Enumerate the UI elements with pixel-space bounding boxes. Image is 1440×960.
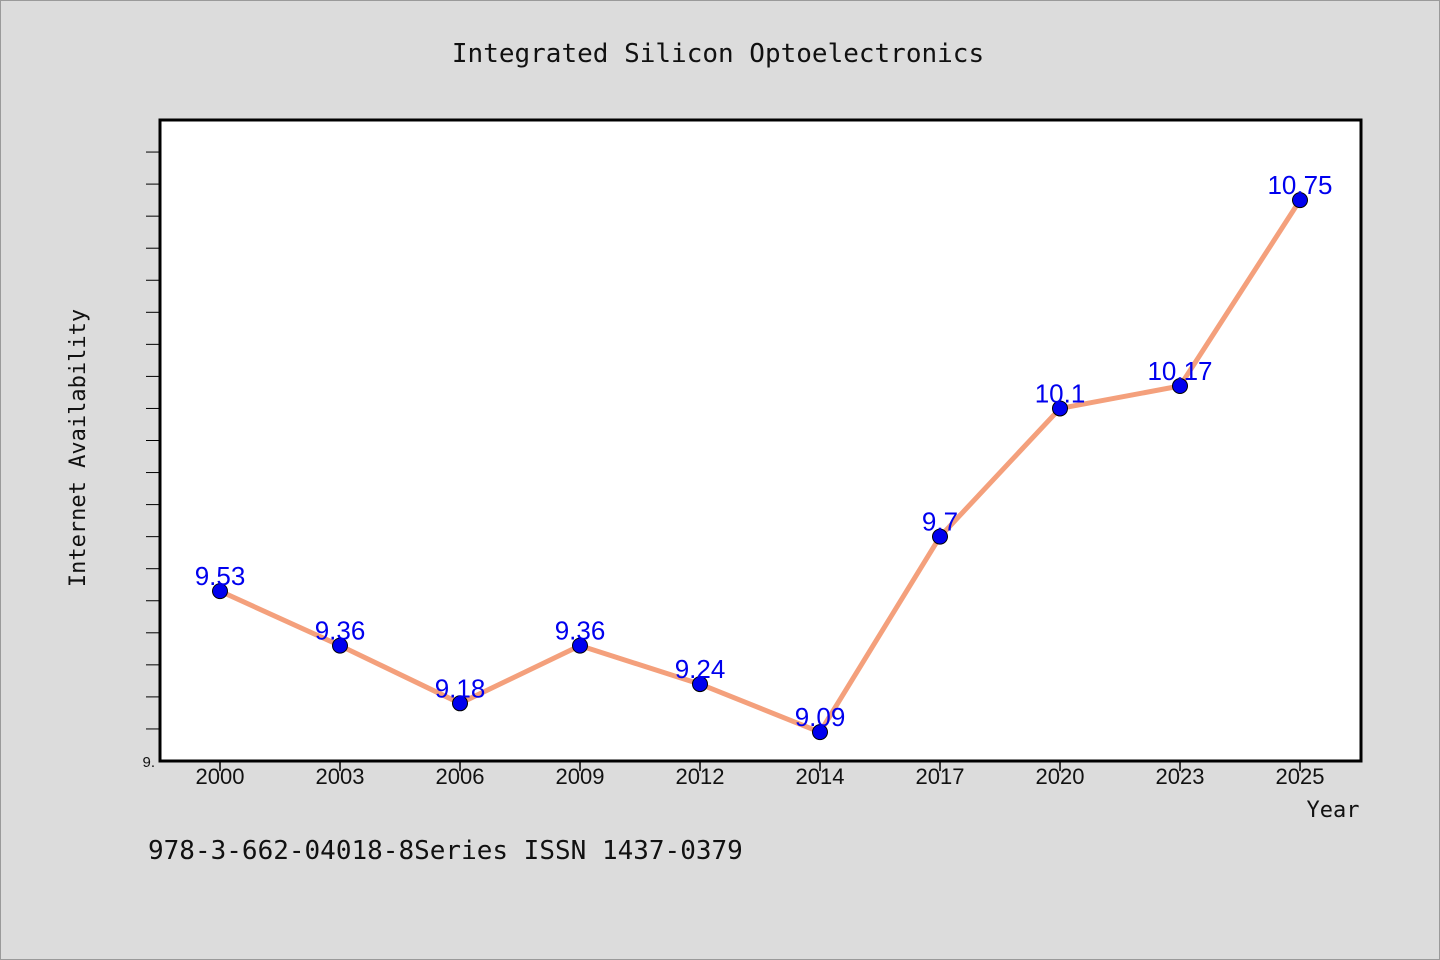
x-tick-label: 2025: [1276, 764, 1325, 789]
data-labels: 9.53 9.36 9.18 9.36 9.24 9.09 9.7 10.1 10.17 10.7…: [195, 170, 1333, 732]
data-points: [212, 192, 1308, 741]
data-point: [1292, 192, 1308, 209]
data-point: [932, 528, 948, 545]
x-tick-label: 2009: [556, 764, 605, 789]
data-label: 10.75: [1267, 170, 1332, 200]
y-tick-label: 9.: [142, 754, 155, 771]
footnote-text: 978-3-662-04018-8Series ISSN 1437-0379: [148, 836, 743, 866]
plot-area: [160, 120, 1361, 761]
data-point: [812, 724, 828, 741]
x-tick-label: 2023: [1156, 764, 1205, 789]
x-tick-label: 2003: [316, 764, 365, 789]
data-label: 9.24: [675, 654, 726, 684]
chart-title: Integrated Silicon Optoelectronics: [452, 39, 984, 69]
data-point: [1172, 378, 1188, 395]
x-axis-label: Year: [1307, 798, 1360, 823]
data-label: 10.17: [1147, 356, 1212, 386]
x-tick-label: 2017: [916, 764, 965, 789]
x-tick-label: 2020: [1036, 764, 1085, 789]
data-point: [452, 695, 468, 712]
x-tick-label: 2006: [436, 764, 485, 789]
x-axis-ticks: 2000 2003 2006 2009 2012 2014 2017 2020 2023 2025: [196, 761, 1325, 789]
y-axis-ticks: 9.: [142, 151, 160, 771]
data-point: [1052, 400, 1068, 417]
data-label: 9.09: [795, 702, 846, 732]
plot-frame: [158, 118, 1363, 763]
data-point: [332, 637, 348, 654]
data-label: 9.36: [315, 616, 366, 646]
data-label: 9.36: [555, 616, 606, 646]
data-label: 9.7: [922, 507, 958, 537]
data-label: 9.18: [435, 673, 486, 703]
x-tick-label: 2014: [796, 764, 845, 789]
x-tick-label: 2000: [196, 764, 245, 789]
x-tick-label: 2012: [676, 764, 725, 789]
y-axis-label: Internet Availability: [66, 309, 91, 587]
data-label: 9.53: [195, 561, 246, 591]
series-line: [218, 198, 1303, 735]
data-point: [692, 676, 708, 693]
data-point: [212, 583, 228, 600]
data-label: 10.1: [1035, 378, 1086, 408]
data-point: [572, 637, 588, 654]
